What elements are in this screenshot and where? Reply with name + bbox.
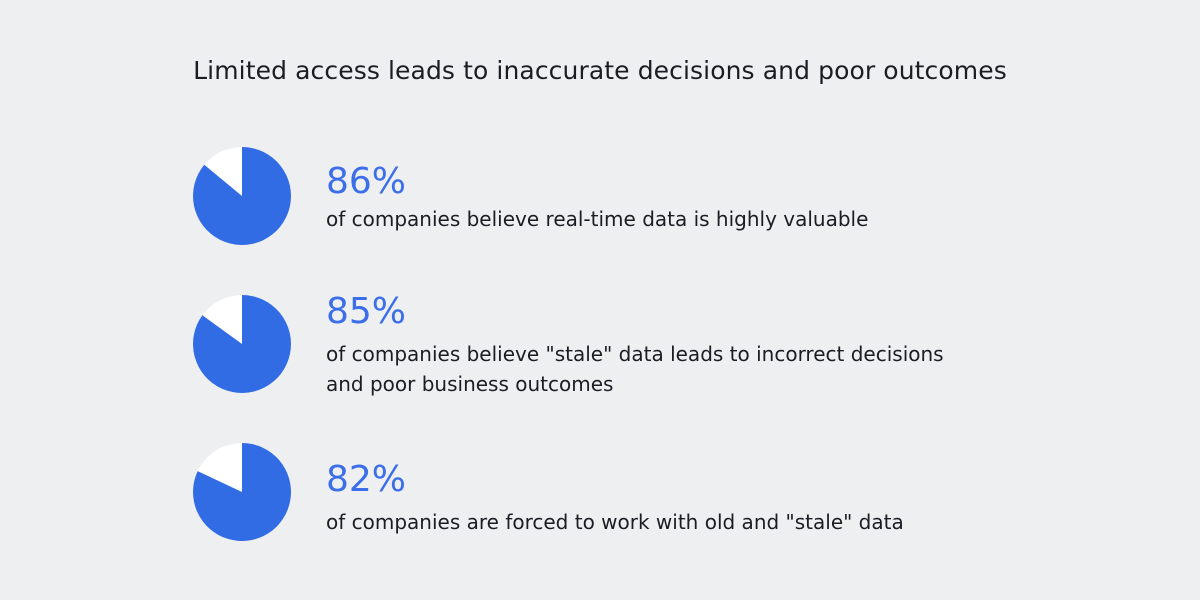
chart-title: Limited access leads to inaccurate decis…	[193, 56, 1007, 85]
pie-slice	[192, 147, 291, 245]
stat-percentage: 85%	[326, 291, 407, 332]
stat-description: of companies are forced to work with old…	[326, 510, 904, 534]
stat-description: of companies believe real-time data is h…	[326, 207, 869, 231]
stat-description: of companies believe "stale" data leads …	[326, 342, 944, 396]
pie-slice	[192, 443, 291, 541]
stat-percentage: 86%	[326, 161, 407, 202]
stat-item: 85% of companies believe "stale" data le…	[192, 291, 1092, 404]
pie-chart	[193, 295, 292, 393]
pie-chart	[192, 443, 291, 541]
stat-item: 82% of companies are forced to work with…	[192, 442, 1092, 552]
stat-percentage: 82%	[326, 459, 407, 500]
pie-slice	[193, 295, 292, 393]
stat-item: 86% of companies believe real-time data …	[192, 146, 1092, 256]
pie-chart	[192, 147, 291, 245]
